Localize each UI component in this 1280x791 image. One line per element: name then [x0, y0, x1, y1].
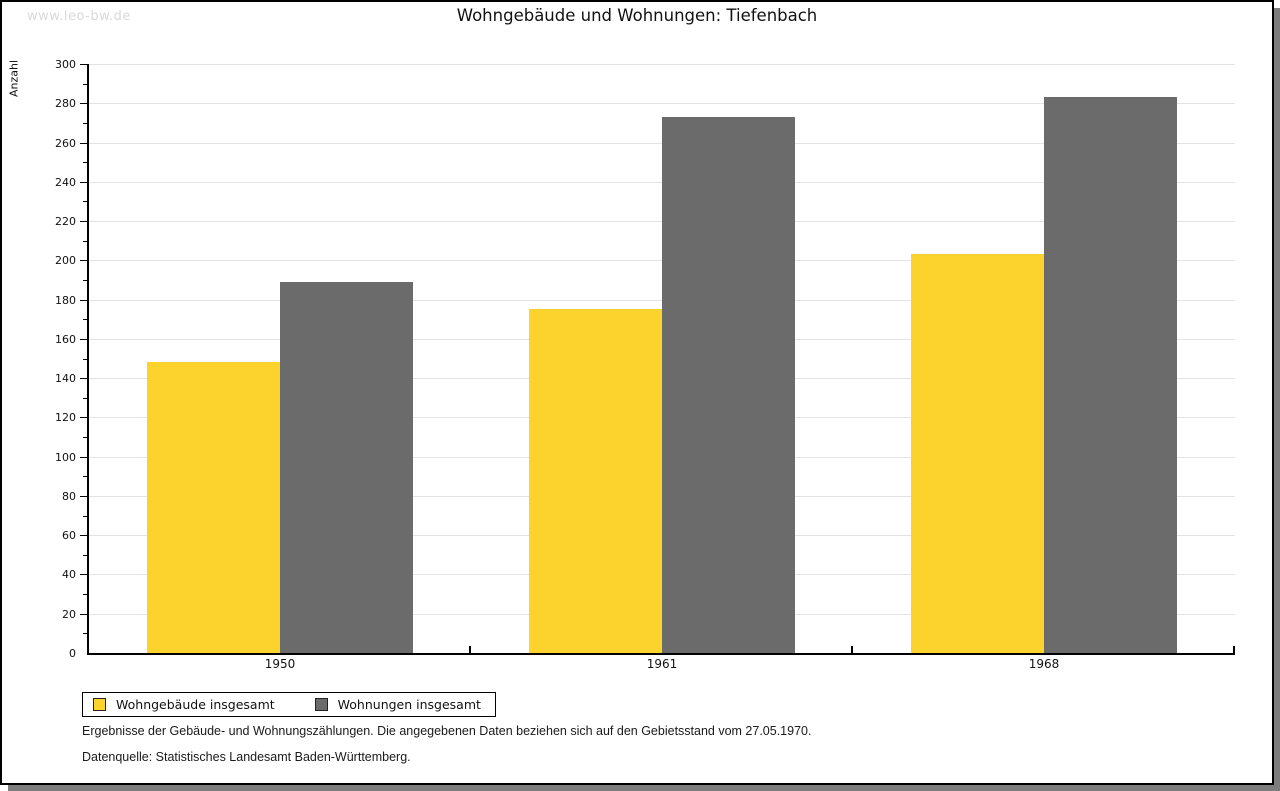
bar-1961-series-1 [662, 117, 795, 653]
y-major-tick [80, 64, 87, 65]
y-minor-tick [83, 397, 87, 399]
y-tick-label: 160 [55, 332, 76, 346]
y-tick-label: 20 [62, 607, 76, 621]
bar-1968-series-1 [1044, 97, 1177, 653]
gridline [89, 64, 1235, 65]
footnote-line-2: Datenquelle: Statistisches Landesamt Bad… [82, 750, 411, 764]
y-minor-tick [83, 358, 87, 360]
y-major-tick [80, 378, 87, 380]
y-major-tick [80, 417, 87, 419]
x-axis-category-label: 1950 [264, 657, 296, 671]
gridline [89, 103, 1235, 105]
y-major-tick [80, 142, 87, 144]
y-minor-tick [83, 83, 87, 85]
y-tick-label: 0 [69, 647, 76, 660]
y-minor-tick [83, 201, 87, 203]
y-major-tick [80, 456, 87, 458]
y-major-tick [80, 181, 87, 183]
y-tick-label: 60 [62, 529, 76, 543]
x-boundary-tick [469, 646, 471, 653]
y-tick-label: 280 [55, 97, 76, 111]
legend-label-wohngebaeude: Wohngebäude insgesamt [116, 697, 275, 712]
y-tick-label: 80 [62, 489, 76, 503]
y-tick-label: 260 [55, 136, 76, 150]
y-major-tick [80, 103, 87, 105]
y-major-tick [80, 260, 87, 262]
y-minor-tick [83, 122, 87, 124]
watermark-text: www.leo-bw.de [27, 9, 131, 24]
y-minor-tick [83, 437, 87, 439]
y-major-tick [80, 535, 87, 537]
y-minor-tick [83, 162, 87, 164]
y-tick-label: 100 [55, 450, 76, 464]
legend-item-wohngebaeude: Wohngebäude insgesamt [93, 697, 275, 712]
y-major-tick [80, 574, 87, 576]
y-minor-tick [83, 594, 87, 596]
y-tick-label: 220 [55, 215, 76, 229]
legend-label-wohnungen: Wohnungen insgesamt [337, 697, 481, 712]
y-minor-tick [83, 554, 87, 556]
y-minor-tick [83, 240, 87, 242]
y-minor-tick [83, 476, 87, 478]
y-tick-label: 200 [55, 254, 76, 268]
legend-swatch-yellow-icon [93, 698, 106, 711]
bar-1961-series-0 [529, 309, 662, 653]
legend-swatch-gray-icon [314, 698, 328, 711]
y-tick-label: 180 [55, 293, 76, 307]
y-major-tick [80, 299, 87, 301]
y-axis-label: Anzahl [7, 59, 21, 98]
plot-area: 0 20 40 60 80 100 120 140 160 180 200 220 240 260 280 3… [55, 58, 1235, 671]
y-major-tick [80, 221, 87, 223]
y-tick-label: 120 [55, 411, 76, 425]
y-tick-label: 240 [55, 175, 76, 189]
footnote-line-1: Ergebnisse der Gebäude- und Wohnungszähl… [82, 724, 812, 738]
y-minor-tick [83, 279, 87, 281]
bar-1950-series-0 [147, 362, 280, 653]
y-minor-tick [83, 515, 87, 517]
y-tick-label: 140 [55, 372, 76, 386]
y-major-tick [80, 338, 87, 340]
x-boundary-tick [1233, 646, 1235, 653]
legend-item-wohnungen: Wohnungen insgesamt [314, 697, 481, 712]
chart-title: Wohngebäude und Wohnungen: Tiefenbach [456, 6, 818, 25]
legend: Wohngebäude insgesamt Wohnungen insgesam… [82, 692, 496, 717]
y-tick-label: 300 [55, 58, 76, 71]
x-axis-category-label: 1961 [646, 657, 678, 671]
y-major-tick [80, 613, 87, 615]
x-boundary-tick [851, 646, 853, 653]
y-minor-tick [83, 319, 87, 321]
bar-1968-series-0 [911, 254, 1044, 653]
y-minor-tick [83, 633, 87, 635]
y-major-tick [80, 495, 87, 497]
x-axis-category-label: 1968 [1028, 657, 1060, 671]
bar-1950-series-1 [280, 281, 413, 653]
y-tick-label: 40 [62, 568, 76, 582]
